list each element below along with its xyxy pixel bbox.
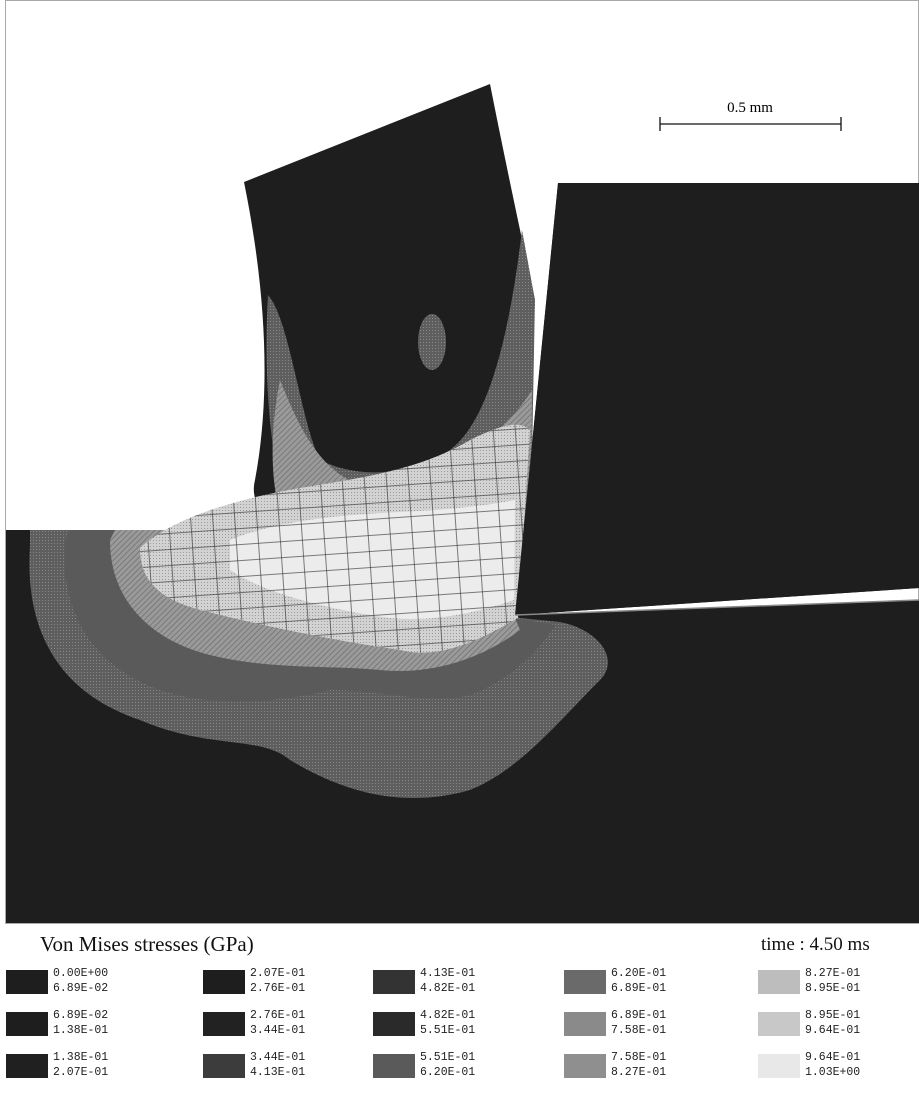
legend-swatch — [203, 970, 245, 994]
legend-item: 4.82E-01 5.51E-01 — [373, 1008, 543, 1040]
legend-swatch — [203, 1054, 245, 1078]
legend-swatch — [758, 1012, 800, 1036]
legend-item: 9.64E-01 1.03E+00 — [758, 1050, 919, 1082]
legend-swatch — [564, 970, 606, 994]
legend-item: 7.58E-01 8.27E-01 — [564, 1050, 734, 1082]
legend-item: 1.38E-01 2.07E-01 — [6, 1050, 176, 1082]
legend: 0.00E+00 6.89E-02 6.89E-02 1.38E-01 1.38E-… — [6, 966, 916, 1090]
legend-item: 6.89E-02 1.38E-01 — [6, 1008, 176, 1040]
scale-bar: 0.5 mm — [659, 100, 842, 131]
legend-range: 0.00E+00 6.89E-02 — [53, 967, 109, 995]
legend-range: 2.07E-01 2.76E-01 — [250, 967, 306, 995]
legend-swatch — [758, 1054, 800, 1078]
legend-range: 6.20E-01 6.89E-01 — [611, 967, 667, 995]
legend-swatch — [564, 1012, 606, 1036]
legend-item: 0.00E+00 6.89E-02 — [6, 966, 176, 998]
legend-range: 1.38E-01 2.07E-01 — [53, 1051, 109, 1079]
time-label: time : 4.50 ms — [761, 934, 870, 955]
legend-item: 6.89E-01 7.58E-01 — [564, 1008, 734, 1040]
legend-range: 7.58E-01 8.27E-01 — [611, 1051, 667, 1079]
legend-item: 4.13E-01 4.82E-01 — [373, 966, 543, 998]
legend-swatch — [564, 1054, 606, 1078]
legend-range: 2.76E-01 3.44E-01 — [250, 1009, 306, 1037]
legend-swatch — [373, 970, 415, 994]
legend-range: 4.13E-01 4.82E-01 — [420, 967, 476, 995]
legend-title: Von Mises stresses (GPa) — [40, 932, 254, 956]
legend-swatch — [6, 1054, 48, 1078]
tool-edge — [515, 183, 919, 615]
legend-swatch — [373, 1054, 415, 1078]
legend-range: 9.64E-01 1.03E+00 — [805, 1051, 861, 1079]
legend-item: 2.76E-01 3.44E-01 — [203, 1008, 373, 1040]
legend-range: 5.51E-01 6.20E-01 — [420, 1051, 476, 1079]
legend-swatch — [6, 1012, 48, 1036]
legend-item: 6.20E-01 6.89E-01 — [564, 966, 734, 998]
legend-range: 8.27E-01 8.95E-01 — [805, 967, 861, 995]
legend-swatch — [373, 1012, 415, 1036]
legend-swatch — [758, 970, 800, 994]
legend-item: 5.51E-01 6.20E-01 — [373, 1050, 543, 1082]
legend-item: 8.95E-01 9.64E-01 — [758, 1008, 919, 1040]
legend-item: 8.27E-01 8.95E-01 — [758, 966, 919, 998]
legend-item: 3.44E-01 4.13E-01 — [203, 1050, 373, 1082]
legend-range: 6.89E-01 7.58E-01 — [611, 1009, 667, 1037]
legend-range: 4.82E-01 5.51E-01 — [420, 1009, 476, 1037]
legend-swatch — [6, 970, 48, 994]
legend-range: 3.44E-01 4.13E-01 — [250, 1051, 306, 1079]
legend-swatch — [203, 1012, 245, 1036]
chip-spot — [418, 314, 446, 370]
scale-bar-label: 0.5 mm — [727, 100, 773, 116]
stress-contour-plot: 0.5 mm — [5, 0, 919, 924]
legend-range: 6.89E-02 1.38E-01 — [53, 1009, 109, 1037]
legend-item: 2.07E-01 2.76E-01 — [203, 966, 373, 998]
legend-range: 8.95E-01 9.64E-01 — [805, 1009, 861, 1037]
